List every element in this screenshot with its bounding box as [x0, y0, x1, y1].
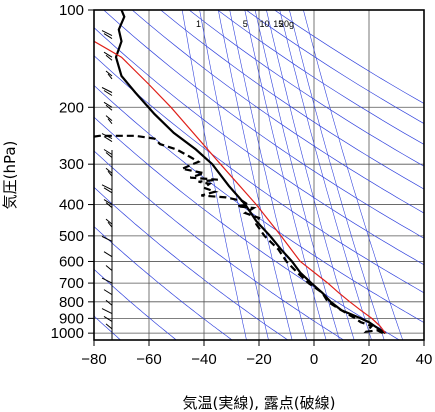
- wind-barb-flag: [101, 308, 113, 315]
- mixing-ratio-line: [218, 10, 293, 340]
- wind-barb-flag: [103, 101, 113, 108]
- wind-barb-flag: [103, 316, 113, 322]
- x-tick-label: −80: [81, 351, 106, 368]
- x-tick-label: −60: [136, 351, 161, 368]
- wind-barb-flag: [105, 104, 113, 111]
- dry-adiabat-line: [94, 315, 121, 340]
- mixing-ratio-line: [181, 10, 247, 340]
- series-line-solid-red: [94, 40, 386, 334]
- y-tick-label: 700: [59, 275, 84, 292]
- dry-adiabat-line: [160, 10, 424, 190]
- wind-barb-flag: [105, 218, 113, 225]
- dry-adiabat-line: [94, 55, 424, 294]
- wind-barb-flag: [107, 221, 113, 228]
- x-tick-label: 0: [310, 351, 318, 368]
- dry-adiabat-line: [94, 116, 400, 340]
- wind-barbs: [101, 30, 113, 340]
- mixing-ratio-label: 10: [259, 19, 269, 29]
- mixing-ratio-label: 15: [273, 19, 283, 29]
- dry-adiabat-line: [217, 10, 424, 145]
- wind-barb-flag: [101, 30, 113, 37]
- wind-barb-flag: [105, 70, 113, 77]
- mixing-ratio-line: [244, 10, 327, 340]
- wind-barb-flag: [103, 199, 113, 205]
- series-line-dashed-black: [94, 134, 384, 335]
- dry-adiabat-line: [94, 27, 424, 266]
- mixing-ratio-line: [254, 10, 340, 340]
- dry-adiabat-line: [94, 226, 233, 340]
- x-tick-label: 20: [361, 351, 378, 368]
- y-tick-label: 200: [59, 99, 84, 116]
- wind-barb-flag: [105, 323, 113, 330]
- dry-adiabat-line: [188, 10, 424, 167]
- x-tick-label: −20: [246, 351, 271, 368]
- mixing-ratio-label: 5: [243, 19, 248, 29]
- dry-adiabat-line: [94, 150, 344, 340]
- wind-barb-flag: [101, 277, 113, 284]
- wind-barb-flag: [105, 202, 113, 208]
- mixing-ratio-label: 20g: [279, 19, 294, 29]
- x-tick-label: 40: [416, 351, 433, 368]
- wind-barb-flag: [101, 184, 113, 191]
- wind-barb-flag: [103, 149, 113, 155]
- mixing-ratio-line: [199, 10, 269, 340]
- mixing-ratio-line: [279, 10, 372, 340]
- wind-barb-flag: [105, 167, 113, 174]
- x-axis: −80 −60 −40 −20 0 20 40: [81, 340, 432, 368]
- mixing-ratio-label: 1: [196, 19, 201, 29]
- y-tick-label: 900: [59, 310, 84, 327]
- y-tick-label: 400: [59, 197, 84, 214]
- wind-barb-flag: [107, 170, 113, 177]
- y-axis-label: 気圧(hPa): [1, 141, 19, 210]
- wind-barb-flag: [101, 235, 113, 242]
- wind-barb-flag: [103, 33, 113, 40]
- wind-barb-flag: [103, 251, 113, 258]
- y-tick-label: 800: [59, 294, 84, 311]
- dry-adiabat-line: [131, 10, 424, 214]
- mixing-ratio-line: [266, 10, 355, 340]
- wind-barb-flag: [105, 54, 113, 61]
- wind-barb-flag: [107, 73, 113, 80]
- profile-series: [94, 10, 387, 335]
- y-tick-label: 300: [59, 156, 84, 173]
- y-tick-label: 1000: [51, 325, 84, 342]
- dry-adiabat-line: [94, 186, 289, 340]
- wind-barb-flag: [103, 136, 113, 143]
- mixing-ratio-line: [303, 10, 403, 340]
- y-tick-label: 100: [59, 2, 84, 19]
- wind-barb-flag: [101, 87, 113, 93]
- dry-adiabat-line: [94, 268, 177, 340]
- wind-barb-flag: [103, 187, 113, 194]
- mixing-ratio-lines: [181, 10, 403, 340]
- wind-barb-flag: [103, 90, 113, 96]
- wind-barb-flag: [103, 51, 113, 58]
- wind-barb-flag: [107, 118, 113, 124]
- wind-barb-flag: [105, 299, 113, 306]
- mixing-ratio-line: [289, 10, 385, 340]
- dry-adiabat-line: [103, 10, 424, 239]
- x-tick-label: −40: [191, 351, 216, 368]
- x-axis-label: 気温(実線), 露点(破線): [183, 394, 336, 412]
- wind-barb-flag: [105, 265, 113, 271]
- wind-barb-flag: [103, 289, 113, 296]
- y-tick-label: 600: [59, 253, 84, 270]
- wind-barb-flag: [105, 152, 113, 158]
- wind-barb-flag: [105, 115, 113, 122]
- y-tick-label: 500: [59, 228, 84, 245]
- wind-barb-flag: [101, 133, 113, 140]
